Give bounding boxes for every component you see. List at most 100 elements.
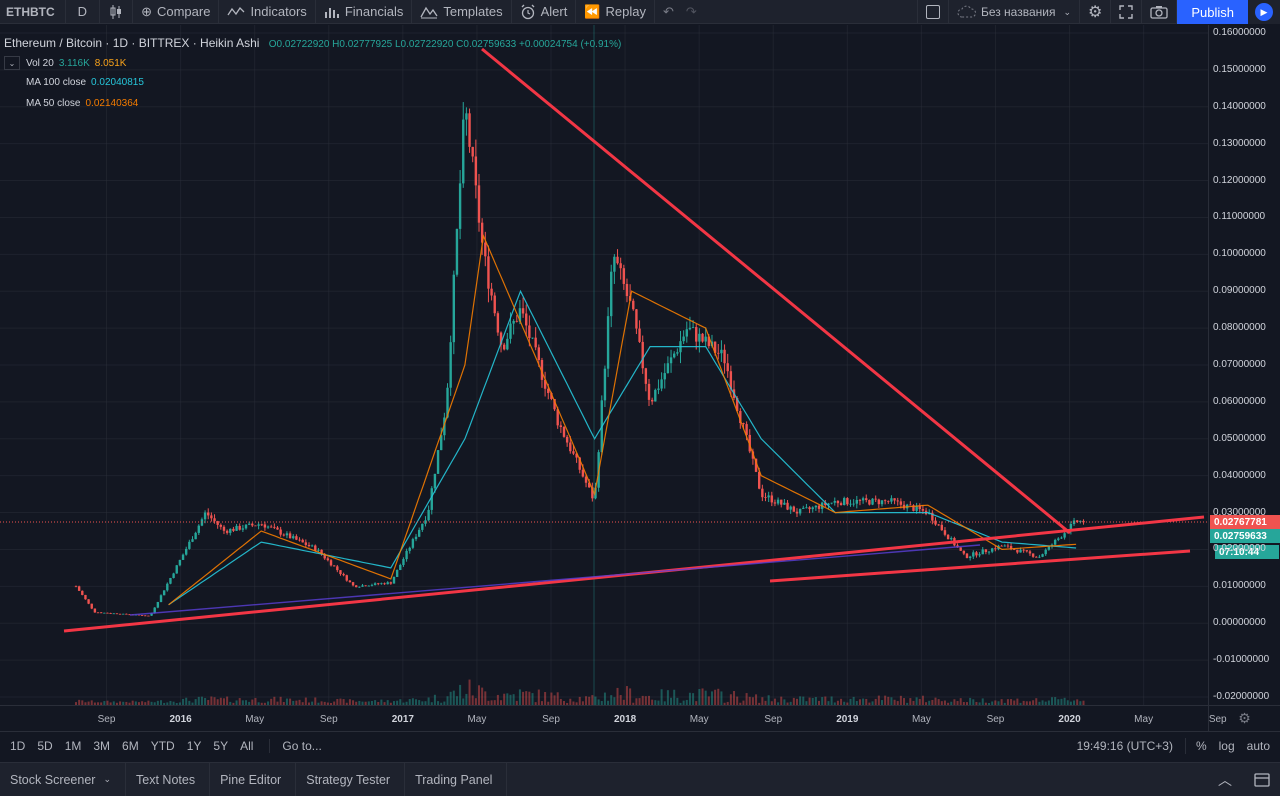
- volume-bar: [292, 700, 295, 705]
- alert-button[interactable]: Alert: [512, 0, 577, 24]
- volume-bar: [78, 699, 81, 705]
- templates-label: Templates: [443, 4, 503, 19]
- volume-bar: [462, 698, 465, 705]
- top-toolbar: ETHBTC D ⊕ Compare Indicators Financials…: [0, 0, 1280, 24]
- volume-bar: [1000, 699, 1003, 705]
- range-1d[interactable]: 1D: [10, 738, 26, 753]
- candle-body: [493, 295, 496, 314]
- interval-button[interactable]: D: [66, 0, 101, 24]
- volume-indicator[interactable]: ⌄ Vol 20 3.116K 8.051K: [4, 56, 126, 70]
- candle-body: [1035, 556, 1038, 558]
- volume-bar: [799, 696, 802, 705]
- maximize-panel-icon[interactable]: [1254, 773, 1270, 787]
- candle-body: [846, 498, 849, 505]
- time-tick-label: May: [911, 714, 931, 725]
- volume-bar: [588, 696, 591, 705]
- chevron-up-icon[interactable]: ︿: [1218, 772, 1232, 788]
- volume-bar: [685, 699, 688, 705]
- volume-bar: [301, 702, 304, 705]
- tab-pine-editor[interactable]: Pine Editor: [210, 762, 297, 796]
- candle-body: [247, 523, 251, 525]
- volume-bar: [289, 698, 292, 705]
- replay-button[interactable]: ⏪ Replay: [576, 0, 655, 24]
- candle-body: [115, 613, 119, 615]
- candle-body: [1019, 549, 1022, 553]
- log-toggle[interactable]: log: [1218, 739, 1235, 753]
- volume-bar: [802, 696, 805, 705]
- candle-body: [477, 185, 481, 223]
- percent-toggle[interactable]: %: [1195, 739, 1207, 753]
- range-3m[interactable]: 3M: [93, 738, 111, 753]
- volume-bar: [566, 702, 569, 705]
- volume-bar: [1060, 698, 1063, 705]
- financials-button[interactable]: Financials: [316, 0, 413, 24]
- axis-settings-button[interactable]: ⚙: [1208, 705, 1280, 731]
- volume-bar: [84, 702, 87, 705]
- range-1y[interactable]: 1Y: [186, 738, 202, 753]
- volume-bar: [663, 701, 666, 705]
- volume-bar: [537, 689, 540, 705]
- price-axis[interactable]: 0.02767781 0.02759633 07:10:44 0.1600000…: [1208, 25, 1280, 705]
- auto-toggle[interactable]: auto: [1246, 739, 1270, 753]
- candle-body: [103, 612, 106, 614]
- volume-bar: [75, 702, 77, 705]
- time-tick-label: Sep: [1208, 714, 1227, 725]
- candle-body: [251, 523, 254, 526]
- indicators-button[interactable]: Indicators: [219, 0, 316, 24]
- volume-bar: [830, 696, 833, 705]
- range-1m[interactable]: 1M: [64, 738, 82, 753]
- range-5y[interactable]: 5Y: [213, 738, 229, 753]
- publish-button[interactable]: Publish: [1177, 0, 1248, 24]
- volume-bar: [1054, 697, 1057, 705]
- volume-bar: [134, 701, 137, 705]
- fullscreen-button[interactable]: [1111, 0, 1143, 24]
- volume-bar: [160, 700, 163, 705]
- chart-type-button[interactable]: [100, 0, 134, 24]
- undo-icon[interactable]: ↶: [662, 3, 674, 19]
- symbol-search[interactable]: ETHBTC: [0, 0, 66, 24]
- chart-pane[interactable]: Ethereum / Bitcoin · 1D · BITTREX · Heik…: [0, 25, 1208, 705]
- ma50-indicator[interactable]: MA 50 close 0.02140364: [26, 98, 138, 109]
- clock-display[interactable]: 19:49:16 (UTC+3): [1076, 739, 1173, 753]
- tab-stock-screener[interactable]: Stock Screener ⌄: [0, 762, 127, 796]
- settings-button[interactable]: ⚙: [1080, 0, 1112, 24]
- layout-name-button[interactable]: Без названия ⌄: [949, 0, 1081, 24]
- play-button[interactable]: ▶: [1248, 0, 1280, 24]
- redo-icon[interactable]: ↷: [685, 3, 697, 19]
- candle-body: [899, 501, 903, 505]
- price-tick-label: -0.01000000: [1213, 654, 1270, 666]
- range-6m[interactable]: 6M: [122, 738, 139, 753]
- lower-support-line: [769, 549, 1191, 583]
- range-all[interactable]: All: [240, 738, 254, 753]
- volume-bar: [128, 702, 131, 705]
- candle-body: [512, 320, 515, 324]
- candle-body: [411, 539, 415, 548]
- ma100-indicator[interactable]: MA 100 close 0.02040815: [26, 77, 144, 88]
- tab-text-notes[interactable]: Text Notes: [126, 762, 211, 796]
- volume-bar: [871, 701, 874, 705]
- candle-body: [672, 353, 676, 358]
- tab-trading-panel[interactable]: Trading Panel: [405, 762, 508, 796]
- volume-bar: [940, 701, 943, 705]
- price-chart[interactable]: [0, 25, 1208, 705]
- collapse-caret-icon[interactable]: ⌄: [4, 56, 20, 70]
- goto-button[interactable]: Go to...: [269, 738, 327, 753]
- candle-body: [1016, 549, 1019, 553]
- compare-button[interactable]: ⊕ Compare: [133, 0, 220, 24]
- range-5d[interactable]: 5D: [37, 738, 53, 753]
- fullscreen-layout-button[interactable]: [916, 0, 949, 24]
- volume-bar: [364, 701, 367, 705]
- time-tick-label: May: [1134, 714, 1154, 725]
- volume-bar: [852, 696, 855, 705]
- tab-strategy-tester[interactable]: Strategy Tester: [296, 762, 406, 796]
- candle-body: [874, 498, 877, 500]
- snapshot-button[interactable]: [1142, 0, 1178, 24]
- volume-bar: [449, 691, 452, 705]
- volume-bar: [323, 701, 326, 705]
- candle-body: [87, 599, 90, 604]
- templates-button[interactable]: Templates: [412, 0, 512, 24]
- volume-bar: [1051, 697, 1054, 705]
- time-axis[interactable]: Sep 2016 May Sep 2017 May Sep 2018 May Sep 2019 May…: [0, 705, 1227, 731]
- range-ytd[interactable]: YTD: [150, 738, 175, 753]
- volume-bar: [931, 699, 934, 705]
